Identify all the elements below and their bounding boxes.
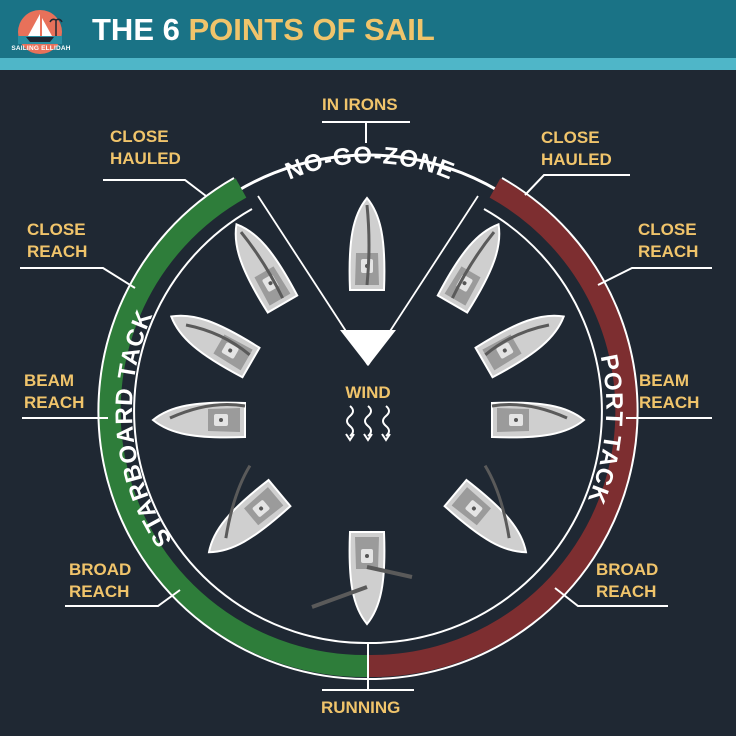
label-left-broad-reach: BROAD REACH: [69, 560, 132, 601]
label-in-irons: IN IRONS: [322, 95, 398, 114]
no-go-zone-label: NO-GO-ZONE: [282, 142, 459, 186]
header-bar: [0, 0, 736, 58]
title-prefix: THE 6: [92, 12, 180, 47]
header-stripe: [0, 58, 736, 70]
boat-starboard-close-reach: [161, 300, 261, 379]
boat-running: [311, 531, 413, 625]
wind-direction-arrow: [340, 330, 396, 366]
label-left-beam-reach: BEAM REACH: [24, 371, 85, 412]
title-accent: POINTS OF SAIL: [188, 12, 435, 47]
label-right-beam-reach: BEAM REACH: [639, 371, 700, 412]
wind-waves-icon: [345, 405, 391, 442]
page-title: THE 6 POINTS OF SAIL: [92, 10, 435, 50]
label-running: RUNNING: [321, 698, 401, 717]
boat-starboard-beam-reach: [152, 401, 246, 439]
boat-starboard-broad-reach: [196, 464, 292, 567]
port-tack-band: [367, 178, 638, 678]
boat-port-beam-reach: [491, 401, 585, 439]
label-right-broad-reach: BROAD REACH: [596, 560, 659, 601]
boat-in-irons: [348, 197, 386, 291]
label-right-close-reach: CLOSE REACH: [638, 220, 699, 261]
label-left-close-reach: CLOSE REACH: [27, 220, 88, 261]
sailboat-logo-icon: [18, 10, 63, 54]
leader-lines: [20, 121, 712, 691]
starboard-tack-band: [98, 178, 369, 678]
wind-label: WIND: [345, 383, 390, 402]
boat-starboard-close-hauled: [220, 214, 299, 314]
label-left-close-hauled: CLOSE HAULED: [110, 127, 181, 168]
brand-name: SAILING ELLIDAH: [11, 45, 71, 52]
label-right-close-hauled: CLOSE HAULED: [541, 128, 612, 169]
boat-port-close-hauled: [436, 214, 515, 314]
boat-port-broad-reach: [443, 464, 539, 567]
boat-port-close-reach: [474, 300, 574, 379]
